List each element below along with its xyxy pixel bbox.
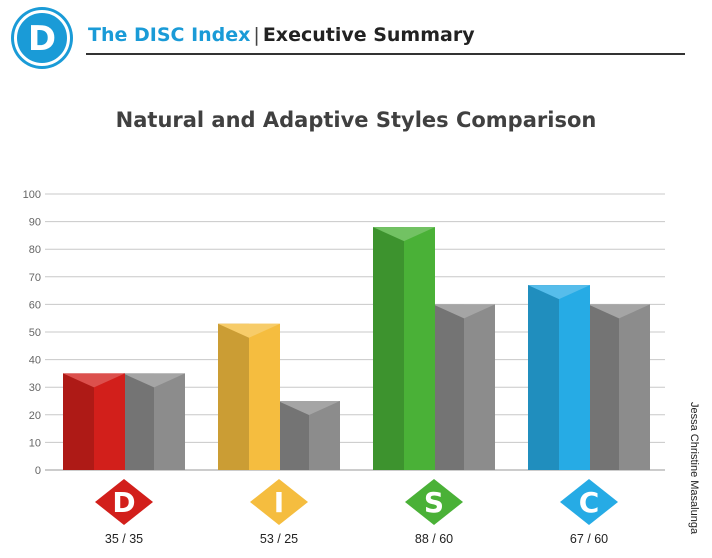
bar-natural-c-right-face (559, 285, 590, 470)
diamond-shape (250, 479, 308, 525)
bar-adaptive-c-left-face (588, 304, 619, 470)
y-tick-label: 0 (35, 465, 41, 477)
value-label: 35 / 35 (105, 532, 143, 546)
bar-natural-i (218, 323, 280, 470)
y-tick-label: 90 (29, 217, 41, 229)
bar-adaptive-d-top (123, 373, 185, 388)
chart-title: Natural and Adaptive Styles Comparison (115, 108, 597, 132)
category-label: I (274, 486, 284, 519)
category-label: C (579, 486, 600, 519)
brand-name: The DISC Index (88, 24, 251, 46)
diamond-shape (405, 479, 463, 525)
value-label: 53 / 25 (260, 532, 298, 546)
category-marker-d: D (95, 479, 153, 525)
bar-adaptive-s (433, 304, 495, 470)
y-tick-label: 10 (29, 437, 41, 449)
bar-natural-i-right-face (249, 323, 280, 470)
bar-adaptive-s-top (433, 304, 495, 319)
side-label: Jessa Christine Masalunga (688, 402, 700, 535)
y-tick-label: 60 (29, 299, 41, 311)
bar-adaptive-i (278, 401, 340, 470)
bar-natural-c-left-face (528, 285, 559, 470)
y-tick-label: 70 (29, 272, 41, 284)
bar-adaptive-s-right-face (464, 304, 495, 470)
diamond-shape (560, 479, 618, 525)
header-separator: | (253, 24, 260, 46)
bar-natural-s (373, 227, 435, 470)
y-tick-label: 80 (29, 244, 41, 256)
bar-natural-c (528, 285, 590, 470)
category-marker-c: C (560, 479, 618, 525)
bar-natural-i-left-face (218, 323, 249, 470)
bar-adaptive-c-top (588, 304, 650, 319)
y-tick-label: 50 (29, 327, 41, 339)
bar-natural-d-right-face (94, 373, 125, 470)
category-label: D (112, 486, 135, 519)
bar-adaptive-s-left-face (433, 304, 464, 470)
category-label: S (424, 486, 444, 519)
y-tick-label: 100 (23, 189, 41, 201)
bar-natural-d-top (63, 373, 125, 388)
bar-natural-d-left-face (63, 373, 94, 470)
header-title: The DISC Index | Executive Summary (88, 24, 475, 46)
category-marker-i: I (250, 479, 308, 525)
bar-natural-c-top (528, 285, 590, 300)
bar-adaptive-d (123, 373, 185, 470)
bar-natural-s-top (373, 227, 435, 242)
y-tick-label: 40 (29, 355, 41, 367)
bar-adaptive-d-right-face (154, 373, 185, 470)
value-label: 67 / 60 (570, 532, 608, 546)
value-label: 88 / 60 (415, 532, 453, 546)
bar-adaptive-i-top (278, 401, 340, 415)
bar-natural-s-left-face (373, 227, 404, 470)
bar-adaptive-c (588, 304, 650, 470)
bar-adaptive-d-left-face (123, 373, 154, 470)
bar-adaptive-c-right-face (619, 304, 650, 470)
y-tick-label: 20 (29, 410, 41, 422)
section-title: Executive Summary (262, 24, 475, 46)
disc-logo: D (11, 7, 73, 69)
y-tick-label: 30 (29, 382, 41, 394)
category-marker-s: S (405, 479, 463, 525)
bar-natural-d (63, 373, 125, 470)
bar-natural-s-right-face (404, 227, 435, 470)
header-rule (86, 53, 685, 55)
bar-natural-i-top (218, 323, 280, 338)
diamond-shape (95, 479, 153, 525)
logo-letter: D (28, 19, 56, 59)
